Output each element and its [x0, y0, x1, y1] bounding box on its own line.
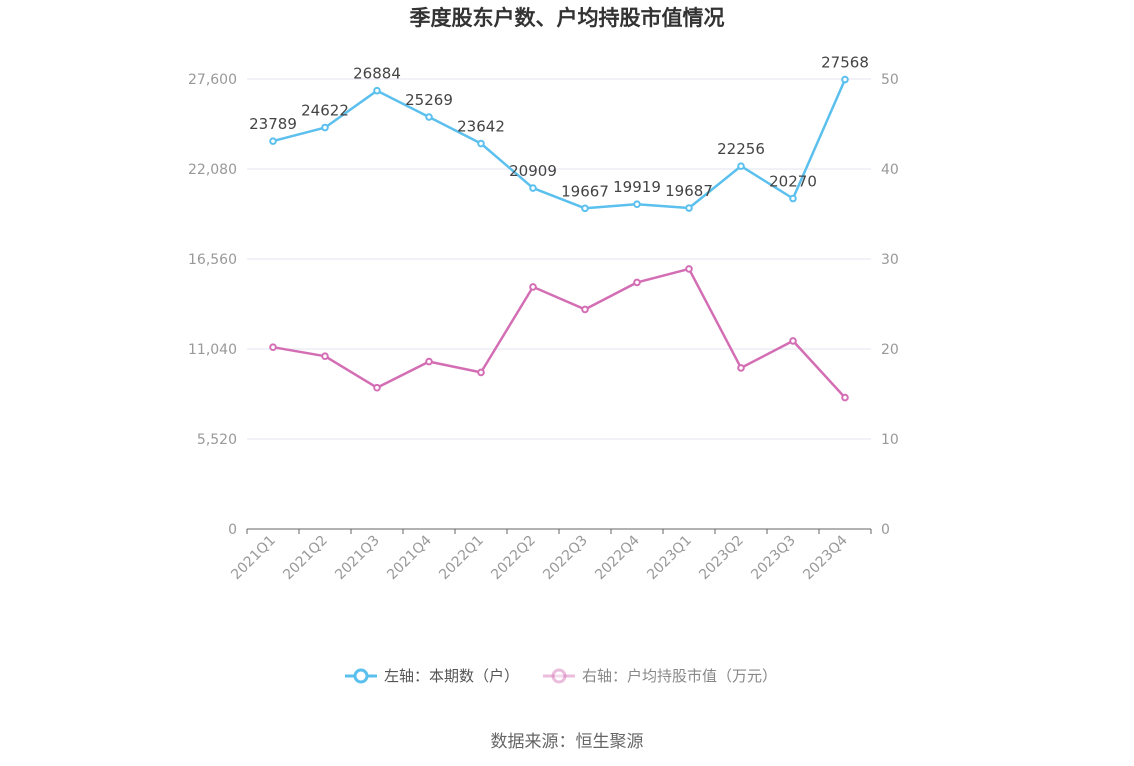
legend-item-right[interactable]: 右轴：户均持股市值（万元）: [543, 667, 777, 685]
series-points: [269, 75, 849, 402]
data-point-left: [269, 137, 277, 145]
data-point-left: [529, 184, 537, 192]
data-point-right: [321, 352, 329, 361]
x-tick-label: 2022Q3: [540, 533, 591, 584]
series-line-right: [272, 267, 846, 399]
right-tick-label: 10: [881, 432, 899, 448]
legend-label-right: 右轴：户均持股市值（万元）: [582, 667, 777, 685]
data-point-left: [789, 194, 797, 203]
left-axis: 0 5,520 11,040 16,560 22,080 27,600: [188, 72, 237, 538]
series-line-left: [272, 78, 847, 210]
data-point-right: [269, 343, 277, 352]
legend-label-left: 左轴：本期数（户）: [384, 667, 519, 685]
x-axis: 2021Q1 2021Q2 2021Q3 2021Q4 2022Q1 2022Q2 2022…: [228, 528, 872, 584]
data-label: 25269: [405, 91, 453, 109]
data-point-right: [529, 283, 537, 291]
x-tick-label: 2022Q1: [436, 533, 487, 584]
data-point-left: [737, 162, 745, 170]
x-tick-label: 2023Q4: [800, 532, 851, 583]
x-tick-label: 2021Q4: [384, 532, 435, 583]
data-point-right: [789, 337, 797, 345]
right-tick-label: 40: [881, 162, 899, 178]
data-point-left: [425, 113, 433, 121]
data-label: 24622: [301, 102, 349, 120]
right-tick-label: 20: [881, 342, 899, 358]
data-point-left: [581, 204, 589, 213]
data-label: 20270: [769, 173, 817, 191]
data-label: 23642: [457, 118, 505, 136]
x-tick-label: 2023Q2: [696, 533, 747, 584]
left-tick-label: 0: [228, 522, 237, 538]
data-point-left: [633, 200, 641, 209]
legend-marker-icon: [353, 668, 369, 684]
left-tick-label: 22,080: [188, 162, 237, 178]
data-label: 23789: [249, 115, 297, 133]
data-point-right: [477, 368, 485, 377]
x-tick-label: 2022Q4: [592, 532, 643, 583]
x-tick-label: 2021Q1: [228, 533, 279, 584]
data-label: 19919: [613, 178, 661, 196]
data-label: 22256: [717, 140, 765, 158]
x-tick-label: 2023Q1: [644, 533, 695, 584]
data-label: 19667: [561, 182, 609, 200]
data-point-right: [425, 357, 433, 366]
right-tick-label: 0: [881, 522, 890, 538]
data-point-left: [477, 139, 485, 148]
data-point-left: [841, 75, 849, 84]
data-label: 27568: [821, 54, 869, 72]
data-point-left: [373, 86, 381, 95]
data-point-left: [685, 204, 693, 212]
data-label: 19687: [665, 182, 713, 200]
left-tick-label: 11,040: [188, 342, 237, 358]
left-tick-label: 5,520: [197, 432, 237, 448]
data-point-left: [321, 123, 329, 132]
series-lines: [272, 78, 847, 399]
chart-title: 季度股东户数、户均持股市值情况: [410, 6, 725, 30]
data-point-right: [581, 305, 589, 314]
legend-item-left[interactable]: 左轴：本期数（户）: [345, 667, 519, 685]
x-tick-label: 2022Q2: [488, 533, 539, 584]
x-tick-label: 2021Q2: [280, 533, 331, 584]
data-point-right: [633, 278, 641, 287]
data-source: 数据来源：恒生聚源: [491, 732, 644, 752]
legend-marker-icon: [551, 668, 567, 684]
x-tick-label: 2021Q3: [332, 533, 383, 584]
right-tick-label: 50: [881, 72, 899, 88]
data-label: 26884: [353, 65, 401, 83]
data-point-right: [685, 265, 693, 273]
x-tick-label: 2023Q3: [748, 533, 799, 584]
data-label: 20909: [509, 162, 557, 180]
grid-lines: [247, 78, 871, 440]
right-axis: 0 10 20 30 40 50: [881, 72, 899, 538]
legend[interactable]: 左轴：本期数（户） 右轴：户均持股市值（万元）: [345, 667, 777, 685]
right-tick-label: 30: [881, 252, 899, 268]
data-point-right: [841, 393, 849, 402]
data-point-right: [737, 364, 745, 372]
data-point-right: [373, 383, 381, 392]
left-tick-label: 27,600: [188, 72, 237, 88]
left-tick-label: 16,560: [188, 252, 237, 268]
